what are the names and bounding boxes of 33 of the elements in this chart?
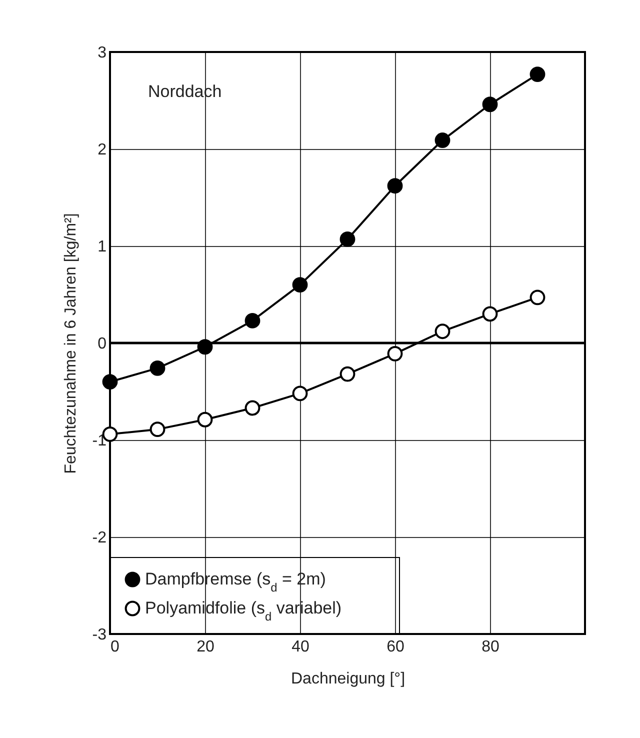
x-tick-label: 20	[196, 638, 214, 656]
point	[387, 346, 403, 362]
point	[530, 290, 546, 306]
point	[292, 277, 308, 292]
point	[482, 306, 498, 322]
point	[244, 312, 260, 328]
y-tick-label: -2	[92, 530, 107, 546]
x-tick-label: 40	[292, 638, 310, 656]
point	[292, 386, 308, 402]
point	[387, 178, 403, 194]
point	[102, 374, 118, 390]
point	[244, 400, 260, 416]
x-tick-label: 60	[386, 638, 404, 656]
point	[150, 360, 166, 376]
point	[340, 232, 356, 247]
x-tick-label: 0	[110, 638, 120, 656]
point	[340, 366, 356, 382]
y-tick-label: 2	[98, 142, 107, 158]
y-tick-label: 3	[98, 44, 107, 62]
point	[197, 339, 213, 355]
x-axis-title: Dachneigung [°]	[290, 670, 406, 688]
point	[434, 132, 450, 148]
point	[434, 324, 450, 340]
y-tick-label: 0	[98, 336, 107, 352]
point	[197, 412, 213, 428]
y-axis-title: Feuchtezunahme in 6 Jahren [kg/m²]	[62, 213, 80, 474]
x-tick-label: 80	[482, 638, 500, 656]
point	[150, 422, 166, 438]
y-tick-label: 1	[98, 238, 107, 256]
y-tick-label: -3	[92, 626, 107, 644]
y-tick-label: -1	[92, 432, 107, 450]
point	[530, 66, 546, 82]
point	[482, 96, 498, 112]
